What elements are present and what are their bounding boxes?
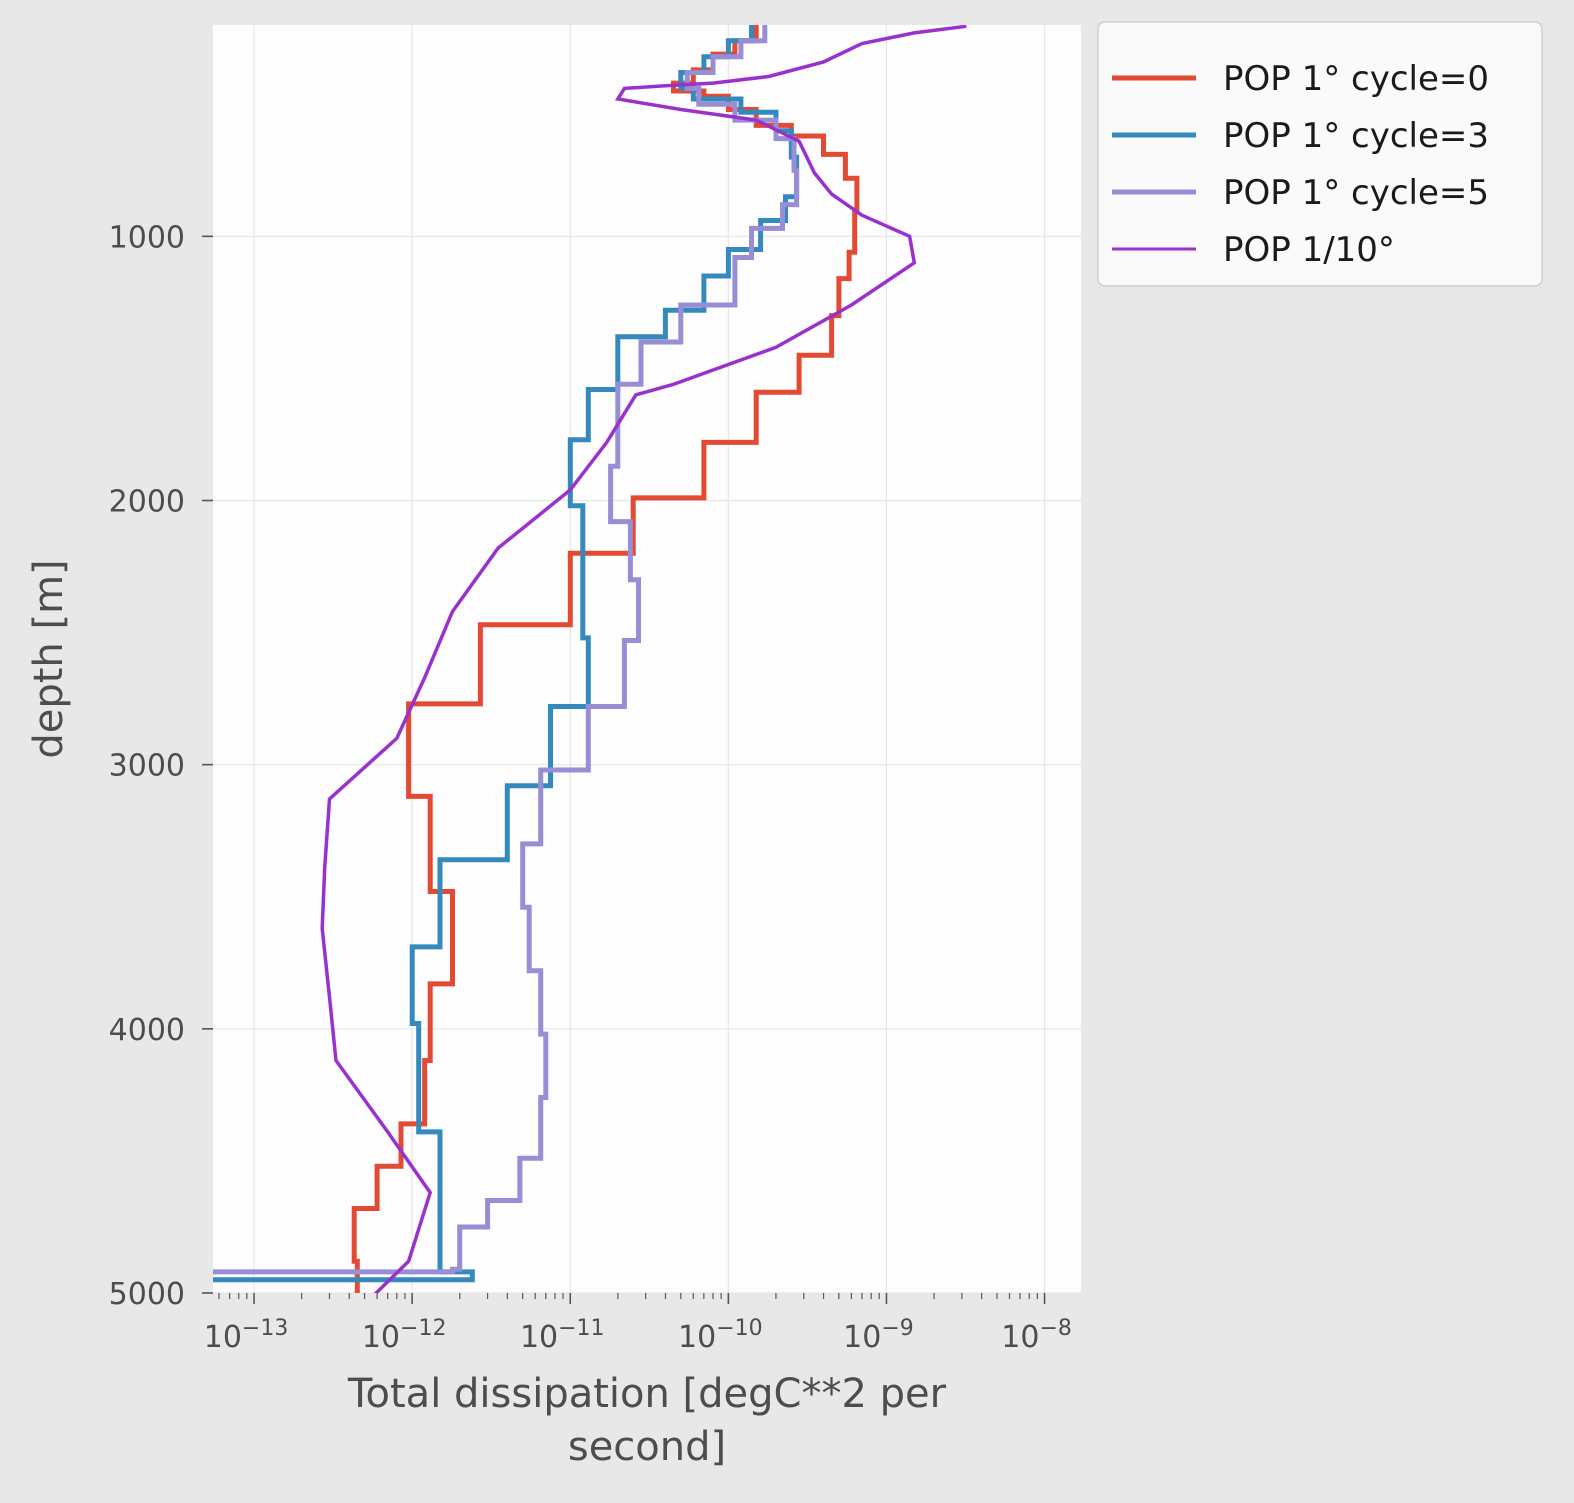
series-line-3: [320, 25, 967, 1293]
y-tick-label: 4000: [109, 1013, 185, 1048]
series-line-1: [213, 25, 800, 1283]
x-tick-label: 10−9: [843, 1316, 914, 1355]
legend-box: [1097, 21, 1543, 287]
legend-entry-cycle3: POP 1° cycle=3: [1223, 116, 1489, 156]
x-axis-title-line2: second]: [568, 1424, 726, 1470]
x-tick-label: 10−13: [204, 1316, 289, 1355]
legend-entry-tenth-degree: POP 1/10°: [1223, 230, 1395, 270]
legend-entry-cycle5: POP 1° cycle=5: [1223, 173, 1489, 213]
x-tick-label: 10−11: [520, 1316, 605, 1355]
legend-entry-cycle0: POP 1° cycle=0: [1223, 59, 1489, 99]
series-line-0: [351, 25, 860, 1293]
y-tick-label: 2000: [109, 485, 185, 520]
x-tick-label: 10−10: [678, 1316, 763, 1355]
x-tick-label: 10−12: [362, 1316, 447, 1355]
x-axis-title: Total dissipation [degC**2 per: [347, 1371, 947, 1417]
y-axis: 1000 2000 3000 4000 5000: [109, 220, 213, 1312]
y-tick-label: 1000: [109, 220, 185, 255]
series-line-2: [213, 25, 800, 1275]
plot-background: [213, 25, 1081, 1293]
y-axis-title: depth [m]: [26, 559, 72, 758]
x-axis: 10−13 10−12 10−11 10−10 10−9 10−8: [204, 1293, 1072, 1355]
legend: POP 1° cycle=0 POP 1° cycle=3 POP 1° cyc…: [1097, 21, 1543, 287]
y-tick-label: 5000: [109, 1277, 185, 1312]
series-group: [213, 25, 967, 1293]
x-tick-label: 10−8: [1001, 1316, 1072, 1355]
y-tick-label: 3000: [109, 749, 185, 784]
